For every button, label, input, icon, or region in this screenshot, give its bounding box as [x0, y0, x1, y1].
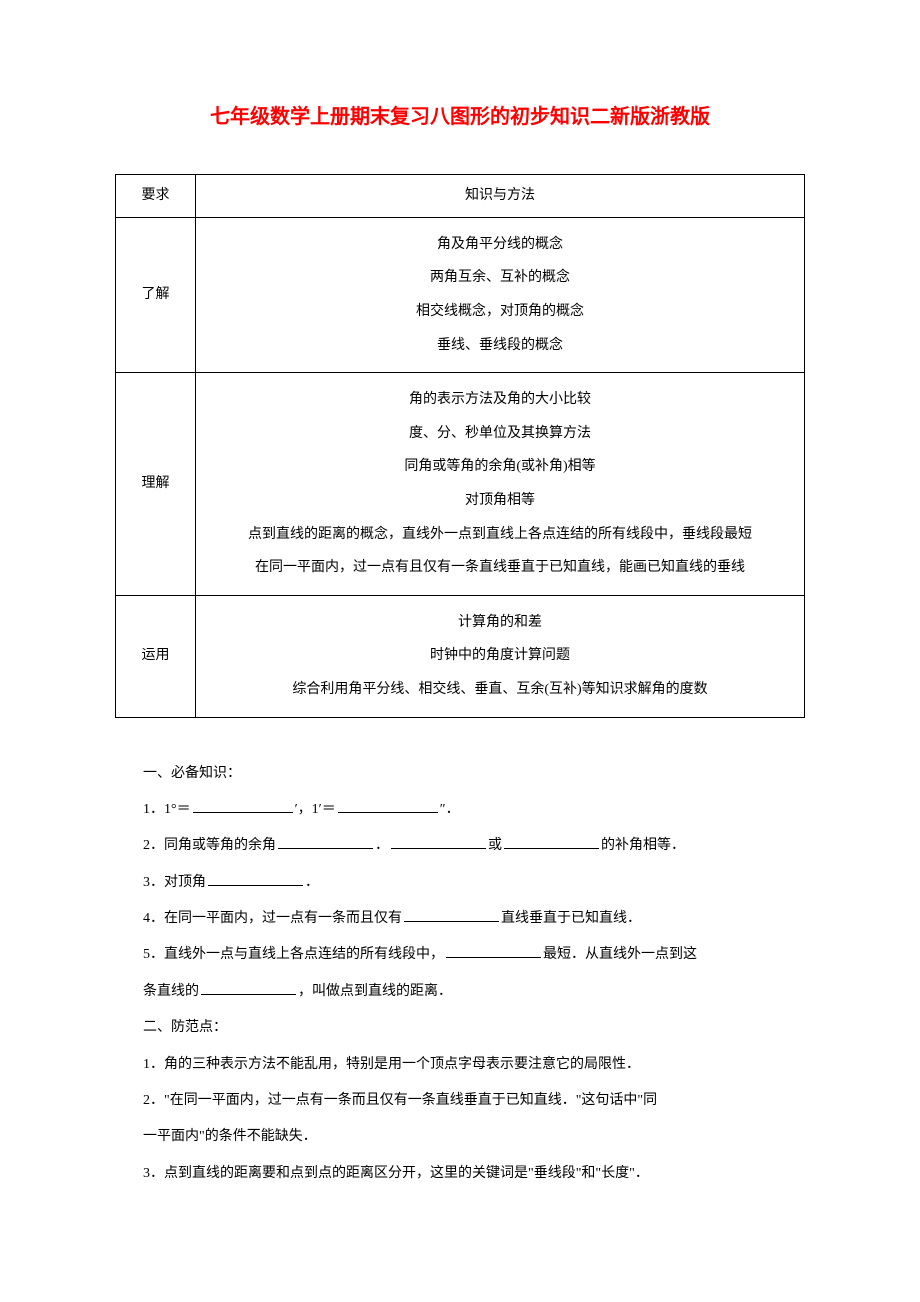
question-5-cont: 条直线的 ，叫做点到直线的距离． — [115, 974, 805, 1010]
text-fragment: 5．直线外一点与直线上各点连结的所有线段中， — [143, 947, 444, 962]
table-item: 度、分、秒单位及其换算方法 — [204, 417, 796, 451]
text-fragment: 条直线的 — [143, 984, 199, 999]
text-fragment: ′，1′＝ — [295, 802, 336, 817]
table-cell-content: 角的表示方法及角的大小比较 度、分、秒单位及其换算方法 同角或等角的余角(或补角… — [196, 373, 805, 596]
paragraph-3: 3．点到直线的距离要和点到点的距离区分开，这里的关键词是"垂线段"和"长度"． — [115, 1156, 805, 1192]
table-cell-content: 计算角的和差 时钟中的角度计算问题 综合利用角平分线、相交线、垂直、互余(互补)… — [196, 595, 805, 717]
text-fragment: 1．1°＝ — [143, 802, 191, 817]
fill-blank — [446, 942, 541, 959]
table-item: 时钟中的角度计算问题 — [204, 639, 796, 673]
question-3: 3．对顶角 ． — [115, 865, 805, 901]
fill-blank — [201, 978, 296, 995]
text-fragment: 2．同角或等角的余角 — [143, 838, 276, 853]
table-item: 垂线、垂线段的概念 — [204, 329, 796, 363]
text-fragment: ． — [305, 875, 319, 890]
fill-blank — [278, 833, 373, 850]
section-heading: 一、必备知识： — [115, 756, 805, 792]
table-header-requirement: 要求 — [116, 175, 196, 218]
text-fragment: 最短．从直线外一点到这 — [543, 947, 697, 962]
text-fragment: 3．对顶角 — [143, 875, 206, 890]
document-title: 七年级数学上册期末复习八图形的初步知识二新版浙教版 — [115, 100, 805, 129]
table-item: 两角互余、互补的概念 — [204, 261, 796, 295]
table-item: 相交线概念，对顶角的概念 — [204, 295, 796, 329]
question-1: 1．1°＝ ′，1′＝ ″． — [115, 792, 805, 828]
text-fragment: 的补角相等． — [601, 838, 685, 853]
table-header-knowledge: 知识与方法 — [196, 175, 805, 218]
table-item: 点到直线的距离的概念，直线外一点到直线上各点连结的所有线段中，垂线段最短 — [204, 518, 796, 552]
fill-blank — [404, 905, 499, 922]
table-row-label: 运用 — [116, 595, 196, 717]
fill-blank — [391, 833, 486, 850]
content-section: 一、必备知识： 1．1°＝′，1′＝″． 2．同角或等角的余角．或的补角相等． … — [115, 756, 805, 1193]
fill-blank — [208, 869, 303, 886]
knowledge-table: 要求 知识与方法 了解 角及角平分线的概念 两角互余、互补的概念 相交线概念，对… — [115, 174, 805, 718]
text-fragment: ″． — [440, 802, 460, 817]
table-item: 计算角的和差 — [204, 606, 796, 640]
section-heading: 二、防范点： — [115, 1010, 805, 1046]
table-item: 同角或等角的余角(或补角)相等 — [204, 450, 796, 484]
paragraph-2: 2．"在同一平面内，过一点有一条而且仅有一条直线垂直于已知直线．"这句话中"同 — [115, 1083, 805, 1119]
question-5: 5．直线外一点与直线上各点连结的所有线段中， 最短．从直线外一点到这 — [115, 937, 805, 973]
text-fragment: 4．在同一平面内，过一点有一条而且仅有 — [143, 911, 402, 926]
text-fragment: 直线垂直于已知直线． — [501, 911, 641, 926]
table-item: 角及角平分线的概念 — [204, 228, 796, 262]
fill-blank — [504, 833, 599, 850]
table-row-label: 理解 — [116, 373, 196, 596]
question-2: 2．同角或等角的余角 ． 或 的补角相等． — [115, 828, 805, 864]
fill-blank — [338, 796, 438, 813]
fill-blank — [193, 796, 293, 813]
paragraph-2-cont: 一平面内"的条件不能缺失． — [115, 1119, 805, 1155]
table-item: 在同一平面内，过一点有且仅有一条直线垂直于已知直线，能画已知直线的垂线 — [204, 551, 796, 585]
question-4: 4．在同一平面内，过一点有一条而且仅有 直线垂直于已知直线． — [115, 901, 805, 937]
text-fragment: ． — [375, 838, 389, 853]
text-fragment: 或 — [488, 838, 502, 853]
table-row-label: 了解 — [116, 217, 196, 372]
table-item: 对顶角相等 — [204, 484, 796, 518]
table-item: 综合利用角平分线、相交线、垂直、互余(互补)等知识求解角的度数 — [204, 673, 796, 707]
table-cell-content: 角及角平分线的概念 两角互余、互补的概念 相交线概念，对顶角的概念 垂线、垂线段… — [196, 217, 805, 372]
paragraph-1: 1．角的三种表示方法不能乱用，特别是用一个顶点字母表示要注意它的局限性． — [115, 1047, 805, 1083]
table-item: 角的表示方法及角的大小比较 — [204, 383, 796, 417]
text-fragment: ，叫做点到直线的距离． — [298, 984, 452, 999]
